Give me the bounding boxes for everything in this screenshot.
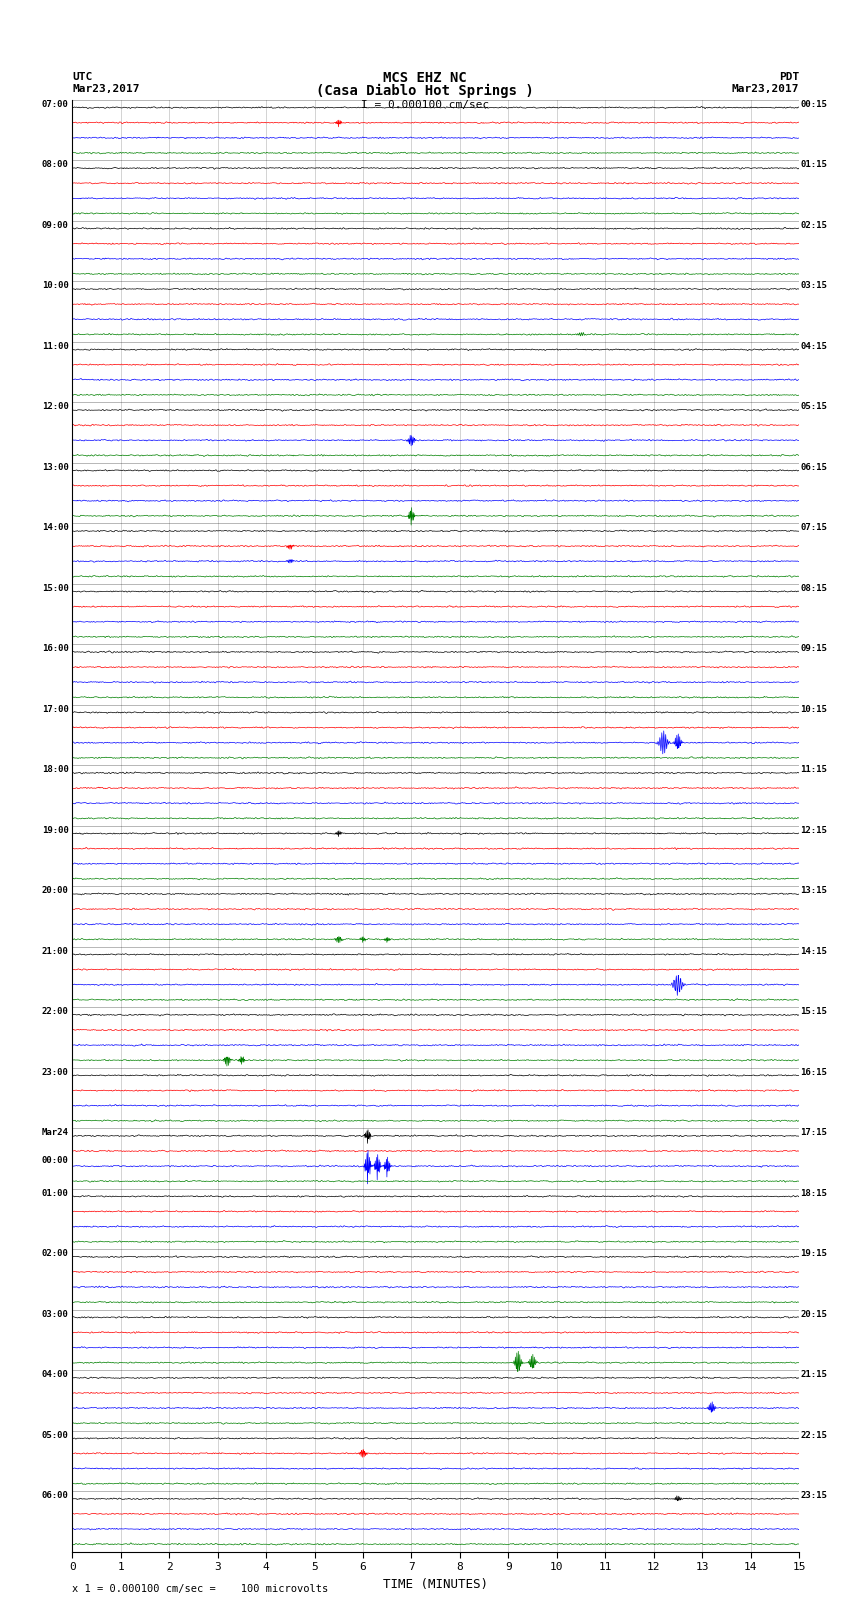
Text: I = 0.000100 cm/sec: I = 0.000100 cm/sec bbox=[361, 100, 489, 110]
Text: 10:00: 10:00 bbox=[42, 281, 69, 290]
Text: 13:00: 13:00 bbox=[42, 463, 69, 473]
Text: 05:00: 05:00 bbox=[42, 1431, 69, 1440]
Text: 10:15: 10:15 bbox=[801, 705, 827, 715]
Text: 12:00: 12:00 bbox=[42, 402, 69, 411]
Text: 13:15: 13:15 bbox=[801, 887, 827, 895]
Text: 04:00: 04:00 bbox=[42, 1371, 69, 1379]
Text: 19:15: 19:15 bbox=[801, 1248, 827, 1258]
Text: 19:00: 19:00 bbox=[42, 826, 69, 836]
Text: 06:00: 06:00 bbox=[42, 1490, 69, 1500]
Text: 17:15: 17:15 bbox=[801, 1129, 827, 1137]
Text: UTC: UTC bbox=[72, 73, 93, 82]
Text: 07:15: 07:15 bbox=[801, 523, 827, 532]
Text: 22:15: 22:15 bbox=[801, 1431, 827, 1440]
Text: x 1 = 0.000100 cm/sec =    100 microvolts: x 1 = 0.000100 cm/sec = 100 microvolts bbox=[72, 1584, 328, 1594]
Text: (Casa Diablo Hot Springs ): (Casa Diablo Hot Springs ) bbox=[316, 84, 534, 97]
Text: 16:00: 16:00 bbox=[42, 645, 69, 653]
Text: Mar24: Mar24 bbox=[42, 1129, 69, 1137]
Text: 04:15: 04:15 bbox=[801, 342, 827, 352]
Text: 20:15: 20:15 bbox=[801, 1310, 827, 1319]
Text: 20:00: 20:00 bbox=[42, 887, 69, 895]
Text: Mar23,2017: Mar23,2017 bbox=[72, 84, 139, 94]
Text: 15:00: 15:00 bbox=[42, 584, 69, 594]
Text: 14:00: 14:00 bbox=[42, 523, 69, 532]
Text: 17:00: 17:00 bbox=[42, 705, 69, 715]
Text: 05:15: 05:15 bbox=[801, 402, 827, 411]
Text: MCS EHZ NC: MCS EHZ NC bbox=[383, 71, 467, 84]
Text: 11:15: 11:15 bbox=[801, 766, 827, 774]
Text: 16:15: 16:15 bbox=[801, 1068, 827, 1077]
Text: 23:00: 23:00 bbox=[42, 1068, 69, 1077]
Text: 01:15: 01:15 bbox=[801, 160, 827, 169]
Text: 00:00: 00:00 bbox=[42, 1155, 69, 1165]
Text: 03:15: 03:15 bbox=[801, 281, 827, 290]
Text: 11:00: 11:00 bbox=[42, 342, 69, 352]
Text: 12:15: 12:15 bbox=[801, 826, 827, 836]
Text: 01:00: 01:00 bbox=[42, 1189, 69, 1198]
Text: 15:15: 15:15 bbox=[801, 1007, 827, 1016]
X-axis label: TIME (MINUTES): TIME (MINUTES) bbox=[383, 1578, 488, 1590]
Text: 07:00: 07:00 bbox=[42, 100, 69, 110]
Text: 09:00: 09:00 bbox=[42, 221, 69, 231]
Text: 09:15: 09:15 bbox=[801, 645, 827, 653]
Text: 00:15: 00:15 bbox=[801, 100, 827, 110]
Text: 21:15: 21:15 bbox=[801, 1371, 827, 1379]
Text: 02:00: 02:00 bbox=[42, 1248, 69, 1258]
Text: 02:15: 02:15 bbox=[801, 221, 827, 231]
Text: 18:15: 18:15 bbox=[801, 1189, 827, 1198]
Text: Mar23,2017: Mar23,2017 bbox=[732, 84, 799, 94]
Text: 03:00: 03:00 bbox=[42, 1310, 69, 1319]
Text: 06:15: 06:15 bbox=[801, 463, 827, 473]
Text: 18:00: 18:00 bbox=[42, 766, 69, 774]
Text: 22:00: 22:00 bbox=[42, 1007, 69, 1016]
Text: 14:15: 14:15 bbox=[801, 947, 827, 957]
Text: 08:15: 08:15 bbox=[801, 584, 827, 594]
Text: 21:00: 21:00 bbox=[42, 947, 69, 957]
Text: 08:00: 08:00 bbox=[42, 160, 69, 169]
Text: PDT: PDT bbox=[779, 73, 799, 82]
Text: 23:15: 23:15 bbox=[801, 1490, 827, 1500]
